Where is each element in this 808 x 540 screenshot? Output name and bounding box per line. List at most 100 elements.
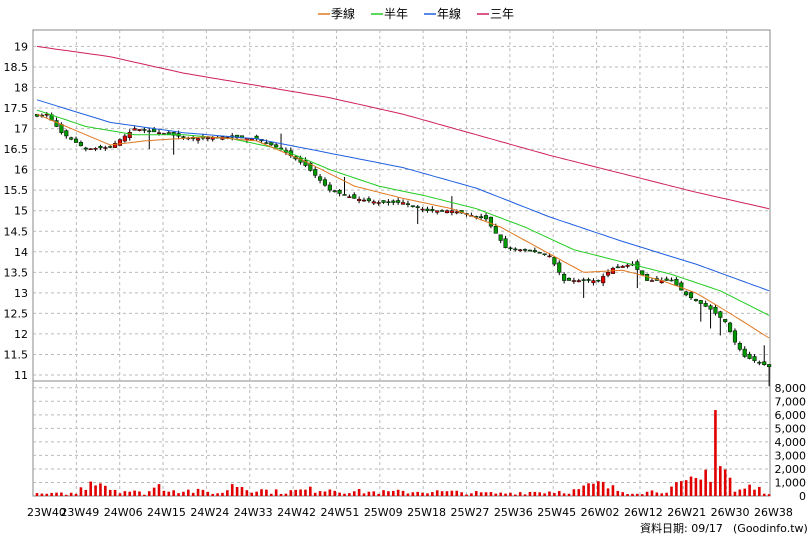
volume-bar: [352, 491, 356, 496]
volume-tick-label: 6,000: [775, 409, 807, 422]
candle-body: [117, 139, 123, 146]
volume-bar: [504, 493, 507, 496]
candle-body: [762, 361, 767, 365]
candle-body: [181, 136, 186, 138]
candle-body: [396, 200, 401, 203]
candle-body: [410, 205, 415, 207]
price-tick-label: 18: [14, 82, 28, 95]
volume-bar: [89, 481, 92, 496]
volume-bar: [411, 492, 415, 496]
volume-bar: [587, 483, 590, 496]
volume-bar: [699, 479, 703, 496]
x-tick-label: 25W27: [451, 506, 490, 519]
volume-bar: [460, 492, 463, 496]
candle-body: [566, 277, 572, 281]
x-tick-label: 26W12: [624, 506, 663, 519]
legend-label: 年線: [437, 6, 461, 21]
candle-body: [303, 160, 308, 166]
candle-body: [327, 184, 332, 191]
volume-bar: [157, 484, 161, 496]
candle-body: [425, 208, 430, 211]
candle-body: [757, 361, 762, 364]
candle-body: [166, 132, 171, 135]
candle-body: [698, 300, 703, 304]
candle-body: [322, 179, 328, 186]
volume-bar: [426, 493, 429, 496]
candle-body: [386, 201, 391, 203]
candle-body: [557, 262, 562, 273]
candle-body: [391, 200, 396, 203]
volume-bar: [479, 492, 483, 496]
volume-bar: [74, 493, 78, 496]
candle-body: [313, 169, 318, 176]
candle-body: [103, 147, 108, 149]
volume-bar: [294, 489, 297, 496]
volume-bar: [753, 489, 756, 496]
volume-bar: [582, 485, 585, 496]
volume-tick-label: 8,000: [775, 382, 807, 395]
candle-body: [606, 272, 611, 276]
x-tick-label: 25W09: [364, 506, 403, 519]
volume-bar: [182, 491, 185, 496]
volume-bar: [626, 494, 629, 496]
x-tick-label: 24W06: [104, 506, 143, 519]
volume-bar: [596, 481, 600, 496]
candle-body: [430, 209, 435, 211]
candle-body: [357, 198, 362, 202]
candle-body: [88, 148, 93, 150]
volume-bar: [616, 490, 620, 496]
volume-bar: [133, 490, 136, 496]
price-tick-label: 15.5: [4, 184, 29, 197]
candle-body: [274, 144, 279, 148]
candle-body: [132, 128, 137, 131]
candle-body: [723, 319, 728, 322]
candle-body: [576, 280, 581, 283]
candle-body: [366, 198, 371, 202]
volume-bar: [650, 490, 654, 496]
volume-bar: [338, 492, 341, 496]
candle-body: [596, 279, 601, 282]
legend-label: 季線: [331, 6, 355, 21]
volume-bar: [474, 491, 478, 496]
candle-body: [371, 201, 376, 204]
volume-bar: [567, 493, 571, 496]
candle-body: [615, 266, 620, 269]
legend-label: 三年: [490, 7, 514, 21]
candle-body: [171, 132, 176, 136]
volume-bar: [396, 489, 400, 496]
volume-bar: [382, 490, 385, 496]
volume-bar: [719, 466, 722, 496]
candle-body: [401, 202, 406, 205]
candle-body: [679, 282, 684, 291]
volume-bar: [450, 490, 454, 496]
quarterly-ma-line: [36, 113, 770, 339]
candle-body: [98, 146, 103, 149]
volume-bar: [94, 485, 97, 496]
volume-bar: [191, 492, 195, 496]
volume-bar: [123, 491, 127, 496]
volume-tick-label: 7,000: [775, 395, 807, 408]
volume-bar: [265, 489, 268, 496]
price-tick-label: 14: [14, 246, 28, 259]
candle-body: [713, 307, 718, 314]
candle-body: [454, 211, 459, 214]
candle-body: [152, 128, 157, 133]
volume-bar: [572, 489, 576, 496]
volume-bar: [167, 491, 171, 496]
volume-bar: [206, 491, 210, 496]
candle-body: [93, 148, 98, 150]
candle-body: [669, 279, 674, 282]
candle-body: [342, 194, 347, 196]
volume-bar: [279, 493, 283, 496]
volume-bar: [523, 494, 527, 496]
volume-panel: 8,0007,0006,0005,0004,0003,0002,0001,000…: [33, 382, 806, 503]
candle-body: [664, 278, 669, 281]
volume-bar: [201, 489, 205, 496]
volume-bar: [318, 491, 322, 496]
volume-bar: [455, 490, 459, 496]
volume-bar: [35, 493, 39, 496]
legend: 季線 半年 年線 三年: [318, 6, 514, 21]
candle-body: [752, 356, 757, 361]
volume-bar: [147, 491, 151, 496]
